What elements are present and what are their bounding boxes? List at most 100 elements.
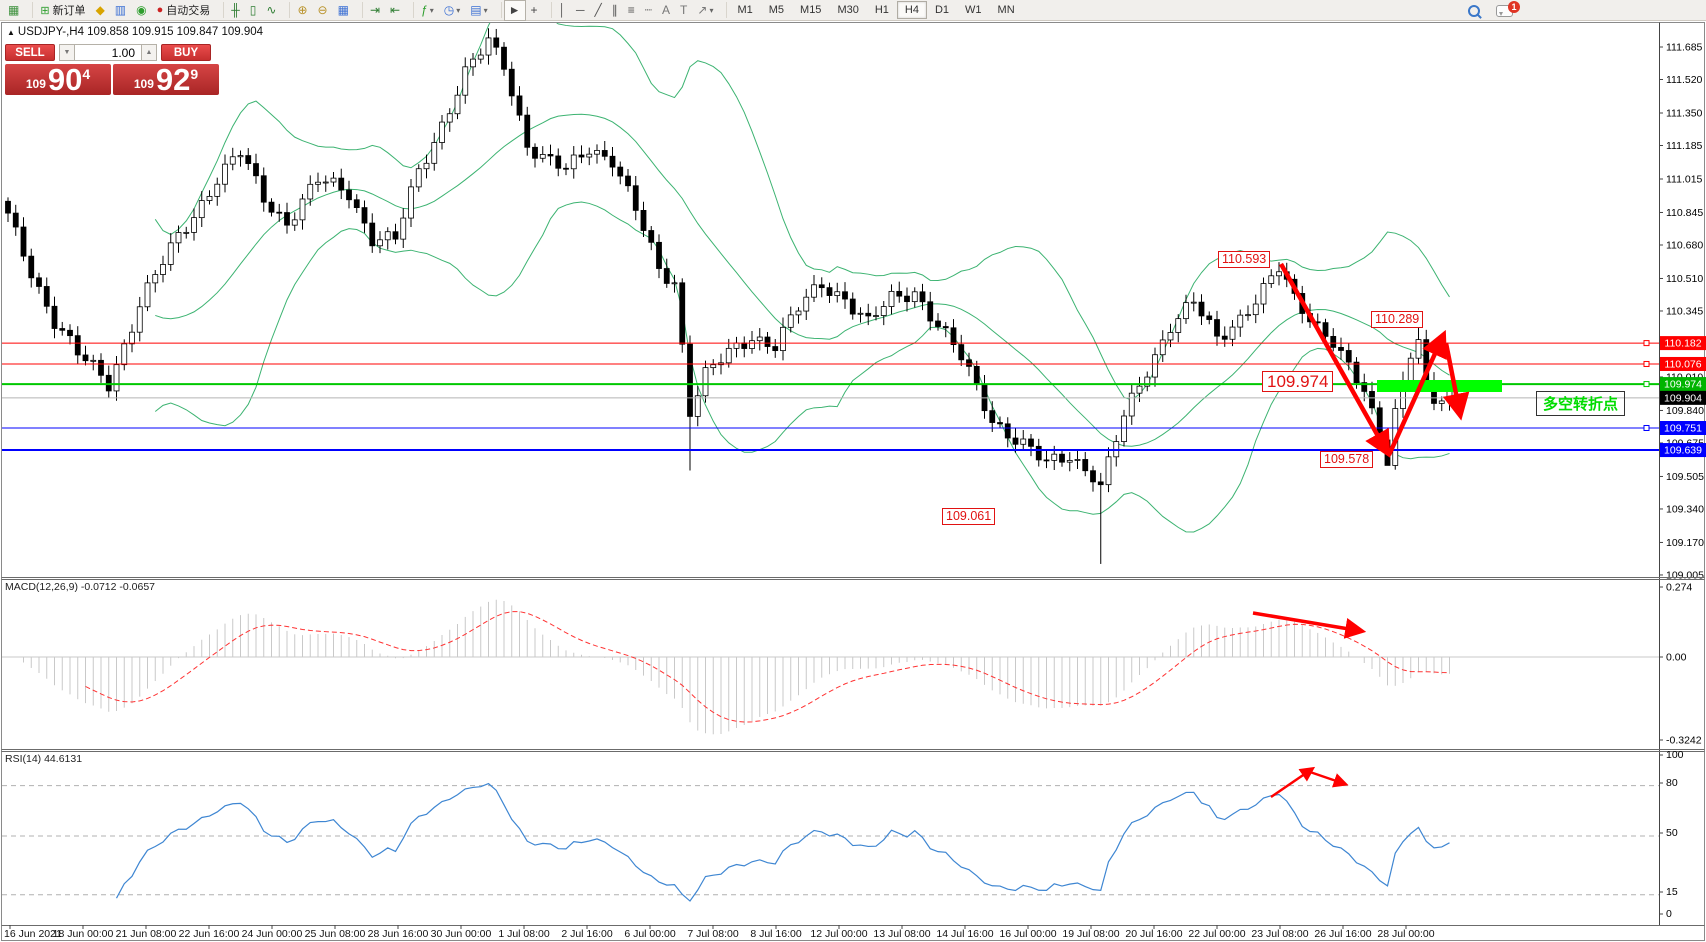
zoom-in-icon: ⊕ [297,3,308,17]
candle [625,175,631,187]
indicators-icon[interactable]: ƒ ▾ [416,0,439,21]
line-chart-icon: ∿ [266,3,277,17]
candle [609,155,616,168]
candle [1245,314,1251,317]
volume-increase-button[interactable]: ▲ [141,44,157,61]
autotrading-button[interactable]: ● 自动交易 [152,1,216,20]
timeframe-h1[interactable]: H1 [874,4,889,16]
trend-arrow[interactable] [1386,329,1447,456]
horizontal-line-icon[interactable]: ─ [571,0,590,21]
notifications-icon[interactable]: 1 [1496,0,1520,17]
level-handle[interactable] [1643,360,1650,367]
profiles-icon[interactable]: ◆ [91,0,110,21]
candle [361,207,368,224]
trend-arrow[interactable] [1279,262,1391,458]
volume-decrease-button[interactable]: ▼ [59,44,75,61]
trend-arrow[interactable] [1309,770,1349,788]
bar-chart-icon[interactable]: ╫ [226,0,245,21]
candle [338,177,345,191]
candle [694,395,701,417]
signals-icon[interactable]: ◉ [131,0,151,21]
volume-input[interactable] [75,44,141,61]
price-axis-tick: 111.685 [1666,42,1703,54]
turning-point-note[interactable]: 多空转折点 [1536,391,1626,416]
candle [1167,332,1174,341]
symbol-header-text: USDJPY-,H4 109.858 109.915 109.847 109.9… [17,26,264,38]
level-handle[interactable] [1643,340,1650,347]
buy-button[interactable]: BUY [161,44,211,61]
toolbar-separator [356,2,363,18]
text-icon[interactable]: A [657,0,675,21]
timeframe-w1[interactable]: W1 [965,4,982,16]
candle [570,154,577,170]
price-annotation[interactable]: 110.593 [1218,251,1271,268]
timeframe-m5[interactable]: M5 [768,4,785,16]
level-handle[interactable] [1643,381,1650,388]
crosshair-icon[interactable]: + [526,0,543,21]
tile-windows-icon[interactable]: ▦ [333,0,354,21]
text-label-icon[interactable]: T [675,0,692,21]
candle [431,142,438,164]
equidistant-channel-icon[interactable]: ∥ [607,0,623,21]
price-badge [1660,377,1706,392]
zoom-in-icon[interactable]: ⊕ [292,0,312,21]
price-axis-tick: 110.510 [1666,273,1703,285]
timeframe-h4[interactable]: H4 [896,1,927,19]
price-annotation[interactable]: 109.974 [1262,371,1334,392]
trend-arrow[interactable] [1252,611,1367,639]
collapse-arrow-icon[interactable]: ▲ [7,28,15,37]
templates-icon[interactable]: ▤ ▾ [465,0,492,21]
periods-icon[interactable]: ◷ ▾ [439,0,466,21]
bollinger-middle-band [155,113,1450,447]
candle [268,201,275,213]
price-annotation[interactable]: 110.289 [1371,311,1424,328]
trend-arrow[interactable] [1270,766,1316,799]
candle [1066,460,1073,463]
candle [198,200,205,219]
candle [51,305,58,329]
timeframe-m30[interactable]: M30 [837,4,859,16]
price-axis-tick: 109.840 [1666,405,1704,417]
sell-button[interactable]: SELL [5,44,55,61]
timeframe-mn[interactable]: MN [997,4,1015,16]
price-annotation[interactable]: 109.061 [942,508,996,525]
chevron-down-icon: ▾ [429,5,434,15]
terminal-icon[interactable]: ▦ [3,0,24,21]
vertical-line-icon[interactable]: │ [554,0,572,21]
search-icon[interactable] [1468,4,1480,17]
chart-shift-icon[interactable]: ⇤ [385,0,405,21]
buy-price-display[interactable]: 109 92 9 [113,64,219,95]
periods-icon: ◷ [443,3,455,17]
candle [59,328,66,331]
fibo-expansion-icon[interactable]: ┈ [640,0,657,21]
price-annotation[interactable]: 109.578 [1320,451,1374,468]
candle [594,150,600,155]
sell-price-display[interactable]: 109 90 4 [5,64,111,95]
main-toolbar: ▦ ⊞ 新订单 ◆ ▥ ◉ ● 自动交易 ╫ ▯ ∿ ⊕ ⊖ ▦ ⇥ ⇤ ƒ ▾ ◷ ▾ ▤ ▾ ► + │ ─ ╱ ∥ ≡ ┈ A T ↗ ▾ M… [0,0,1706,21]
timeframe-d1[interactable]: D1 [934,4,950,16]
candle [377,239,383,247]
timeframe-m15[interactable]: M15 [800,4,822,16]
cursor-icon[interactable]: ► [503,0,526,21]
line-chart-icon[interactable]: ∿ [261,0,281,21]
arrows-icon[interactable]: ↗ ▾ [692,0,718,21]
auto-scroll-icon[interactable]: ⇥ [365,0,385,21]
trendline-icon[interactable]: ╱ [590,0,607,21]
toolbar-separator [720,2,728,18]
trend-arrow[interactable] [1442,342,1470,421]
new-order-button[interactable]: ⊞ 新订单 [35,1,90,20]
timeframe-m1[interactable]: M1 [737,4,753,16]
volume-stepper: ▼ ▲ [59,44,157,61]
level-handle[interactable] [1643,424,1650,431]
candle [392,231,399,240]
price-axis-tick: 109.170 [1666,537,1704,549]
rsi-axis-tick: 80 [1666,777,1678,789]
zoom-out-icon[interactable]: ⊖ [313,0,333,21]
fibonacci-icon[interactable]: ≡ [623,0,640,21]
candlestick-chart-icon[interactable]: ▯ [245,0,262,21]
market-watch-icon[interactable]: ▥ [110,0,131,21]
candle [919,291,926,303]
highlight-zone[interactable] [1377,380,1502,392]
fibo-expansion-icon: ┈ [644,3,653,17]
